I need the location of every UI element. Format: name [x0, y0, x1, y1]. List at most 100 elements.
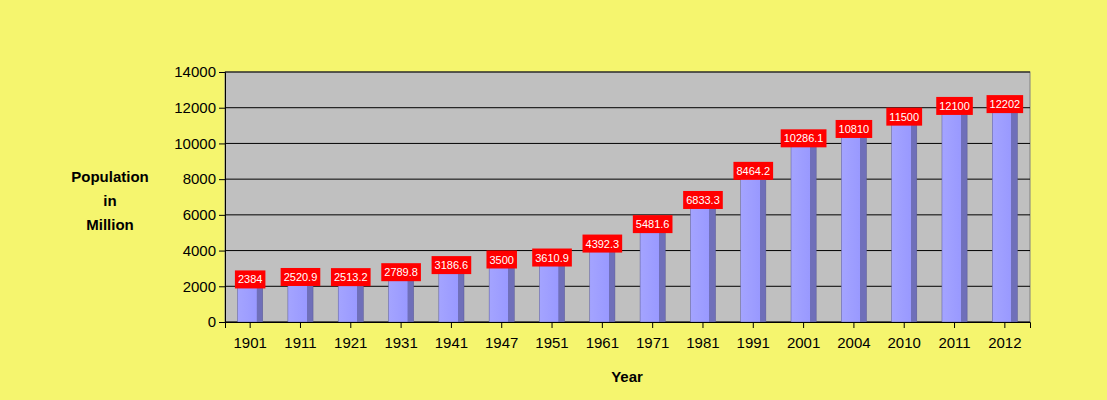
tick-mark — [853, 322, 854, 328]
bar — [741, 171, 766, 322]
tick-label: 1901 — [233, 334, 266, 351]
data-label-text: 10810 — [839, 123, 870, 135]
data-label-box — [583, 235, 623, 253]
tick-mark — [652, 322, 653, 328]
data-label-box — [733, 162, 773, 180]
data-label: 2384 — [235, 270, 265, 288]
tick-label: 1991 — [737, 334, 770, 351]
data-label: 8464.2 — [733, 162, 773, 180]
bar — [590, 244, 615, 322]
tick-mark — [552, 322, 553, 328]
tick: 2000 — [183, 278, 225, 295]
data-label-text: 2520.9 — [284, 271, 318, 283]
data-label-box — [683, 191, 723, 209]
tick: 2012 — [988, 322, 1021, 351]
tick-label: 2004 — [837, 334, 870, 351]
tick-label: 2011 — [938, 334, 970, 351]
data-label-text: 5481.6 — [636, 218, 670, 230]
tick-label: 2012 — [988, 334, 1021, 351]
data-label: 12100 — [936, 97, 973, 115]
grid — [225, 72, 1030, 322]
bar — [791, 138, 816, 322]
plot-area — [225, 72, 1030, 322]
tick-label: 2001 — [787, 334, 820, 351]
data-label: 12202 — [987, 95, 1024, 113]
data-labels: 23842520.92513.22789.83186.635003610.943… — [235, 95, 1023, 288]
tick-mark — [219, 215, 225, 216]
data-label-text: 8464.2 — [736, 165, 770, 177]
data-label-text: 3610.9 — [535, 252, 569, 264]
tick: 1931 — [384, 322, 417, 351]
data-label: 4392.3 — [583, 235, 623, 253]
data-label: 3610.9 — [532, 249, 572, 267]
tick: 4000 — [183, 242, 225, 259]
axis-line — [219, 73, 226, 323]
tick-mark — [904, 322, 905, 328]
tick-label: 1971 — [636, 334, 669, 351]
tick-label: 0 — [208, 313, 216, 330]
bar — [992, 104, 1017, 322]
data-label-text: 11500 — [889, 111, 919, 123]
tick-label: 1941 — [435, 334, 468, 351]
tick-mark — [219, 286, 225, 287]
tick-label: 14000 — [174, 63, 216, 80]
tick-mark — [702, 322, 703, 328]
tick-label: 1951 — [535, 334, 568, 351]
data-label: 10286.1 — [781, 129, 827, 147]
tick: 2011 — [938, 322, 970, 351]
data-label-box — [781, 129, 827, 147]
data-label: 2513.2 — [331, 268, 371, 286]
tick-mark — [219, 72, 225, 73]
tick-label: 1921 — [334, 334, 367, 351]
data-label: 10810 — [836, 120, 873, 138]
tick: 1947 — [485, 322, 518, 351]
bar — [892, 117, 917, 322]
tick: 1971 — [636, 322, 669, 351]
tick: 14000 — [174, 63, 225, 80]
bar — [539, 258, 564, 322]
bar — [841, 129, 866, 322]
tick-mark — [250, 322, 251, 328]
tick-mark — [219, 108, 225, 109]
data-label: 11500 — [886, 108, 922, 126]
data-label-text: 3186.6 — [435, 259, 469, 271]
tick: 2004 — [837, 322, 870, 351]
tick-mark — [602, 322, 603, 328]
tick-mark — [219, 251, 225, 252]
tick-label: 10000 — [174, 135, 216, 152]
grid-line — [225, 72, 1030, 73]
tick: 1921 — [334, 322, 367, 351]
tick-mark — [350, 322, 351, 328]
tick-label: 1981 — [686, 334, 719, 351]
y-axis: 02000400060008000100001200014000 — [174, 63, 225, 330]
data-label: 3186.6 — [432, 256, 472, 274]
data-label-box — [836, 120, 873, 138]
data-label-text: 3500 — [489, 254, 513, 266]
tick-mark — [300, 322, 301, 328]
bars — [238, 104, 1018, 322]
tick-label: 4000 — [183, 242, 216, 259]
tick: 1911 — [284, 322, 316, 351]
data-label-box — [633, 215, 673, 233]
tick: 1961 — [586, 322, 619, 351]
tick: 1951 — [535, 322, 568, 351]
tick: 1901 — [233, 322, 266, 351]
data-label-box — [532, 249, 572, 267]
tick-mark — [501, 322, 502, 328]
bar — [489, 260, 514, 323]
tick-mark — [219, 179, 225, 180]
tick-label: 8000 — [183, 170, 216, 187]
tick-mark — [219, 322, 225, 323]
data-label-box — [987, 95, 1024, 113]
x-axis: 1901 1911 1921 1931 1941 1947 1951 1961 1971 1981… — [226, 322, 1031, 351]
tick: 1981 — [686, 322, 719, 351]
data-label-text: 2513.2 — [334, 271, 368, 283]
axis-line — [226, 323, 1031, 329]
tick-mark — [451, 322, 452, 328]
data-label-text: 6833.3 — [686, 194, 720, 206]
tick-label: 1911 — [284, 334, 316, 351]
data-label-box — [432, 256, 472, 274]
tick-mark — [954, 322, 955, 328]
data-label-box — [281, 268, 321, 286]
bar — [942, 106, 967, 322]
